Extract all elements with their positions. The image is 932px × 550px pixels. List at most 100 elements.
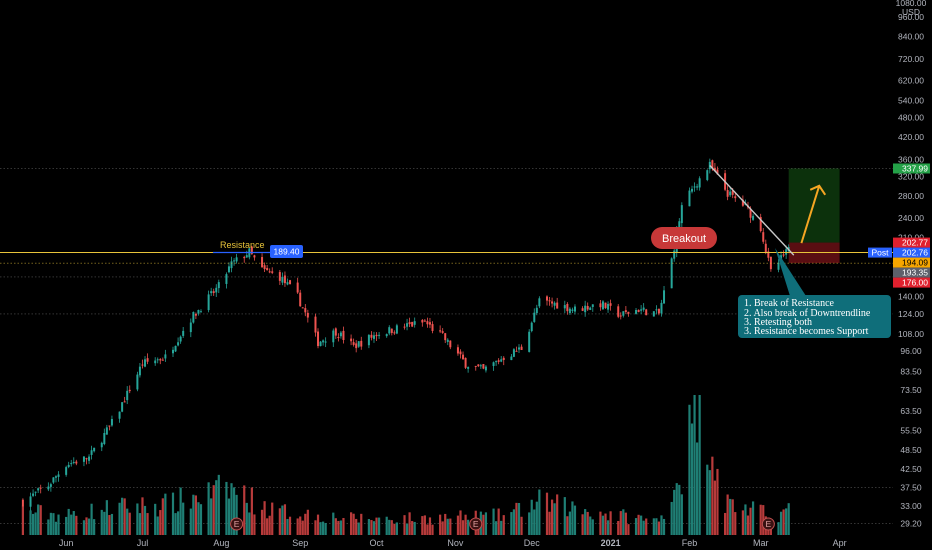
volume-bar xyxy=(128,512,131,535)
volume-bar xyxy=(174,513,177,535)
volume-bar xyxy=(370,520,373,535)
candle-body xyxy=(90,450,93,455)
candle-body xyxy=(622,311,625,316)
earnings-marker-label: E xyxy=(234,519,240,529)
volume-bar xyxy=(530,499,533,535)
volume-bar xyxy=(52,513,55,535)
candle-body xyxy=(182,330,185,336)
volume-bar xyxy=(640,515,643,535)
candle-body xyxy=(350,338,353,342)
candle-body xyxy=(245,255,248,258)
volume-bar xyxy=(711,456,714,535)
volume-bar xyxy=(680,494,683,535)
y-tick-label: 29.20 xyxy=(900,519,922,529)
candle-body xyxy=(711,160,714,169)
volume-bar xyxy=(759,504,762,535)
volume-bar xyxy=(388,519,391,535)
candle-body xyxy=(110,419,113,426)
volume-bar xyxy=(288,516,292,535)
y-tick-label: 96.00 xyxy=(900,346,922,356)
volume-bar xyxy=(413,521,416,535)
volume-bar xyxy=(688,404,691,535)
volume-bar xyxy=(693,395,696,535)
candle-body xyxy=(581,308,584,311)
volume-bar xyxy=(459,510,462,535)
y-tick-label: 280.00 xyxy=(898,191,924,201)
volume-bar xyxy=(286,518,289,535)
volume-bar xyxy=(634,518,638,535)
drawings[interactable] xyxy=(0,165,893,264)
volume-bar xyxy=(334,518,337,535)
candle-body xyxy=(138,366,141,376)
volume-bar xyxy=(355,518,358,535)
volume-bar xyxy=(591,519,594,535)
candle-body xyxy=(233,260,236,262)
volume-bar xyxy=(751,501,755,535)
candle-body xyxy=(29,496,32,507)
volume-bar xyxy=(67,508,70,535)
price-axis-top-label: 1080.00 xyxy=(896,0,927,8)
y-tick-label: 55.50 xyxy=(900,425,922,435)
candle-body xyxy=(210,291,213,294)
volume-bar xyxy=(54,521,58,535)
candle-body xyxy=(268,271,271,273)
volume-bar xyxy=(563,497,566,535)
candle-body xyxy=(749,208,752,218)
candle-body xyxy=(495,361,498,363)
volume-bar xyxy=(319,522,322,535)
volume-bar xyxy=(126,508,129,535)
volume-bar xyxy=(528,512,531,535)
volume-bar xyxy=(82,520,86,535)
volume-bar xyxy=(260,509,264,535)
volume-bar xyxy=(250,487,253,535)
long-position-tool[interactable] xyxy=(788,168,840,264)
volume-bar xyxy=(741,510,744,535)
breakout-callout[interactable]: Breakout xyxy=(651,227,717,249)
candle-body xyxy=(70,463,73,465)
y-tick-label: 620.00 xyxy=(898,75,924,85)
volume-bar xyxy=(248,512,251,535)
candle-body xyxy=(731,190,734,195)
candle-body xyxy=(192,312,195,323)
candle-body xyxy=(444,333,447,341)
candle-body xyxy=(179,336,182,342)
candle-body xyxy=(144,359,147,367)
earnings-marker-label: E xyxy=(473,519,479,529)
candle-body xyxy=(652,311,655,317)
candle-body xyxy=(332,330,335,343)
volume-bar xyxy=(296,518,299,535)
resistance-annotation[interactable]: Resistance 189.40 xyxy=(220,240,303,258)
volume-bar xyxy=(708,470,711,535)
candle-body xyxy=(535,307,538,314)
candle-body xyxy=(32,493,35,496)
candle-body xyxy=(479,365,482,367)
candle-body xyxy=(375,334,378,337)
volume-bar xyxy=(176,511,180,535)
volume-bar xyxy=(75,515,78,535)
candle-body xyxy=(642,307,645,310)
x-tick-label: 2021 xyxy=(601,538,621,548)
y-tick-label: 240.00 xyxy=(898,213,924,223)
candle-body xyxy=(762,232,765,242)
volume-bar xyxy=(535,501,538,535)
volume-bar xyxy=(502,515,505,535)
candle-body xyxy=(367,335,370,346)
volume-bar xyxy=(571,501,574,535)
volume-bar xyxy=(395,522,398,535)
candle-body xyxy=(324,341,327,343)
time-axis[interactable]: Jun Jul Aug Sep Oct Nov Dec 2021 Feb Mar Apr xyxy=(0,536,893,550)
volume-bar xyxy=(210,498,213,535)
annotation-note[interactable]: 1. Break of Resistance 2. Also break of … xyxy=(738,248,891,338)
volume-bar xyxy=(568,511,571,535)
volume-bar xyxy=(538,489,541,535)
candle-body xyxy=(85,458,88,460)
candle-body xyxy=(301,307,304,309)
candle-body xyxy=(172,349,175,354)
volume-bar xyxy=(212,485,215,535)
candle-body xyxy=(785,249,788,255)
candle-body xyxy=(482,364,485,369)
volume-bar xyxy=(444,513,447,535)
